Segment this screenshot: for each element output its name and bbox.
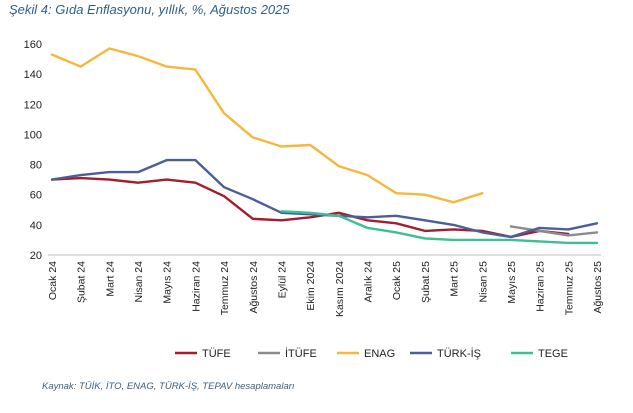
series-line-t-fe [50,176,570,239]
x-tick-label: Mart 25 [449,261,461,297]
x-tick-label: Aralık 24 [363,261,375,303]
series-line-t-rk-i [50,158,599,239]
legend-label: ENAG [364,348,395,360]
x-axis-ticks: Ocak 24 Şubat 24 Mart 24 Nisan 24 Mayıs 24 Ha… [47,261,604,317]
y-tick-label: 20 [30,250,42,262]
x-tick-label: Ocak 24 [47,261,59,300]
x-tick-label: Nisan 25 [477,261,489,303]
x-tick-label: Ağustos 25 [592,261,604,314]
x-tick-label: Eylül 24 [276,261,288,299]
y-tick-label: 80 [30,160,42,172]
legend-label: TEGE [538,348,568,360]
legend-label: TÜFE [202,348,231,360]
y-tick-label: 100 [24,129,42,141]
x-tick-label: Şubat 24 [76,261,88,303]
chart-title: Şekil 4: Gıda Enflasyonu, yıllık, %, Ağu… [9,2,290,17]
legend: TÜFE İTÜFE ENAG TÜRK-İŞ TEGE [175,347,568,360]
y-axis-ticks: 20 40 60 80 100 120 140 160 [24,39,42,262]
y-tick-label: 160 [24,39,42,51]
series-line-enag [50,47,484,204]
y-tick-label: 60 [30,190,42,202]
y-tick-label: 40 [30,220,42,232]
y-tick-label: 140 [24,69,42,81]
x-tick-label: Temmuz 25 [563,261,575,315]
x-tick-label: Ekim 2024 [305,261,317,311]
series-line-i-t-fe [509,225,599,237]
x-tick-label: Kasım 2024 [334,261,346,317]
series-line-tege [280,210,599,245]
legend-label: İTÜFE [285,347,317,360]
x-tick-label: Şubat 25 [420,261,432,303]
x-tick-label: Haziran 25 [535,261,547,312]
x-tick-label: Haziran 24 [190,261,202,312]
series-lines [50,47,599,245]
source-note: Kaynak: TÜİK, İTO, ENAG, TÜRK-İŞ, TEPAV … [42,381,295,392]
x-tick-label: Mayıs 25 [506,261,518,304]
x-tick-label: Mart 24 [104,261,116,297]
legend-label: TÜRK-İŞ [437,347,481,360]
x-tick-label: Mayıs 24 [162,261,174,304]
x-tick-label: Nisan 24 [133,261,145,303]
x-tick-label: Ağustos 24 [248,261,260,314]
x-tick-label: Ocak 25 [391,261,403,300]
x-tick-label: Temmuz 24 [219,261,231,315]
y-tick-label: 120 [24,99,42,111]
